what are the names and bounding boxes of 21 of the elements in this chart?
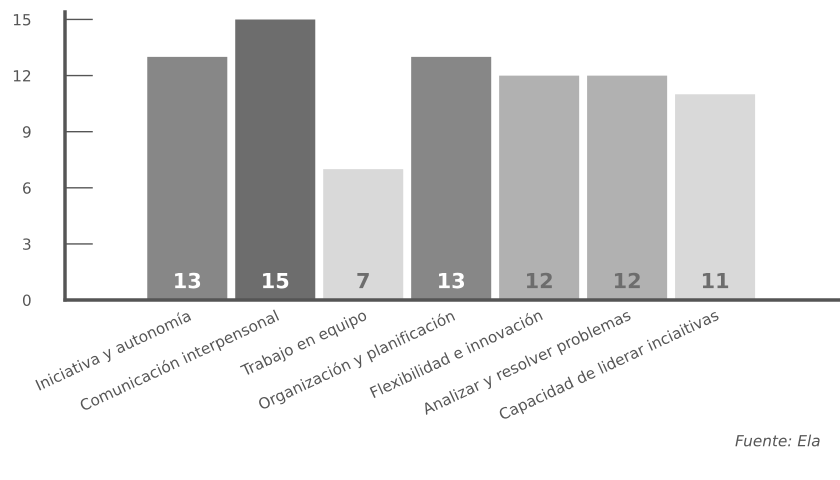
data-label: 12	[527, 272, 552, 288]
bar	[323, 169, 404, 300]
y-tick-label: 3	[23, 238, 30, 250]
bar	[499, 76, 580, 300]
data-label: 13	[439, 272, 464, 288]
data-label: 13	[175, 272, 200, 288]
data-label: 11	[702, 273, 728, 288]
data-label: 12	[614, 272, 640, 288]
y-tick-label: 12	[14, 70, 30, 82]
y-tick-label: 0	[22, 294, 31, 306]
data-label: 15	[263, 273, 288, 288]
bar	[411, 56, 492, 300]
bar	[147, 56, 228, 300]
bar	[587, 76, 668, 300]
bar	[235, 19, 316, 300]
data-label: 7	[357, 273, 369, 288]
y-tick-label: 6	[23, 182, 31, 194]
source-note: Fuente: Ela	[735, 434, 820, 446]
bar	[675, 94, 756, 300]
y-tick-label: 15	[14, 14, 30, 26]
y-tick-label: 9	[22, 126, 31, 138]
